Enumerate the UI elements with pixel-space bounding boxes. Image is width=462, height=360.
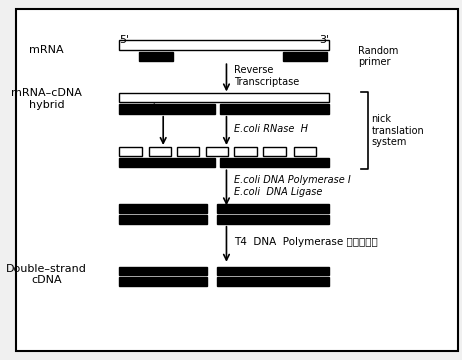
Bar bbox=[206, 147, 228, 156]
Bar bbox=[149, 147, 171, 156]
Bar bbox=[219, 158, 328, 167]
Text: mRNA: mRNA bbox=[29, 45, 64, 55]
Bar bbox=[119, 267, 207, 275]
Bar bbox=[119, 158, 215, 167]
Text: E.coli RNase  H: E.coli RNase H bbox=[234, 124, 308, 134]
Text: E.coli DNA Polymerase I
E.coli  DNA Ligase: E.coli DNA Polymerase I E.coli DNA Ligas… bbox=[234, 175, 351, 197]
Bar bbox=[177, 147, 199, 156]
Text: 3': 3' bbox=[319, 35, 329, 45]
Bar bbox=[234, 147, 256, 156]
Bar bbox=[119, 147, 142, 156]
Bar bbox=[219, 104, 328, 114]
Bar bbox=[217, 215, 328, 224]
Text: Reverse
Transcriptase: Reverse Transcriptase bbox=[234, 65, 299, 87]
Bar bbox=[283, 51, 327, 61]
Text: 5': 5' bbox=[119, 35, 129, 45]
Bar bbox=[217, 277, 328, 286]
Bar bbox=[217, 267, 328, 275]
Bar bbox=[119, 215, 207, 224]
Text: mRNA–cDNA
hybrid: mRNA–cDNA hybrid bbox=[11, 89, 82, 110]
Bar bbox=[119, 204, 207, 213]
Text: Double–strand
cDNA: Double–strand cDNA bbox=[6, 264, 87, 285]
Bar bbox=[263, 147, 286, 156]
Bar bbox=[119, 104, 215, 114]
Text: T4  DNA  Polymerase 平滑末端化: T4 DNA Polymerase 平滑末端化 bbox=[234, 237, 378, 247]
Text: Random
primer: Random primer bbox=[358, 46, 398, 67]
Text: nick: nick bbox=[139, 102, 158, 112]
Text: nick
translation
system: nick translation system bbox=[371, 114, 424, 148]
Bar bbox=[294, 147, 316, 156]
Bar bbox=[139, 51, 173, 61]
Bar bbox=[119, 93, 328, 102]
Bar bbox=[119, 277, 207, 286]
Bar bbox=[119, 40, 328, 50]
Bar bbox=[217, 204, 328, 213]
